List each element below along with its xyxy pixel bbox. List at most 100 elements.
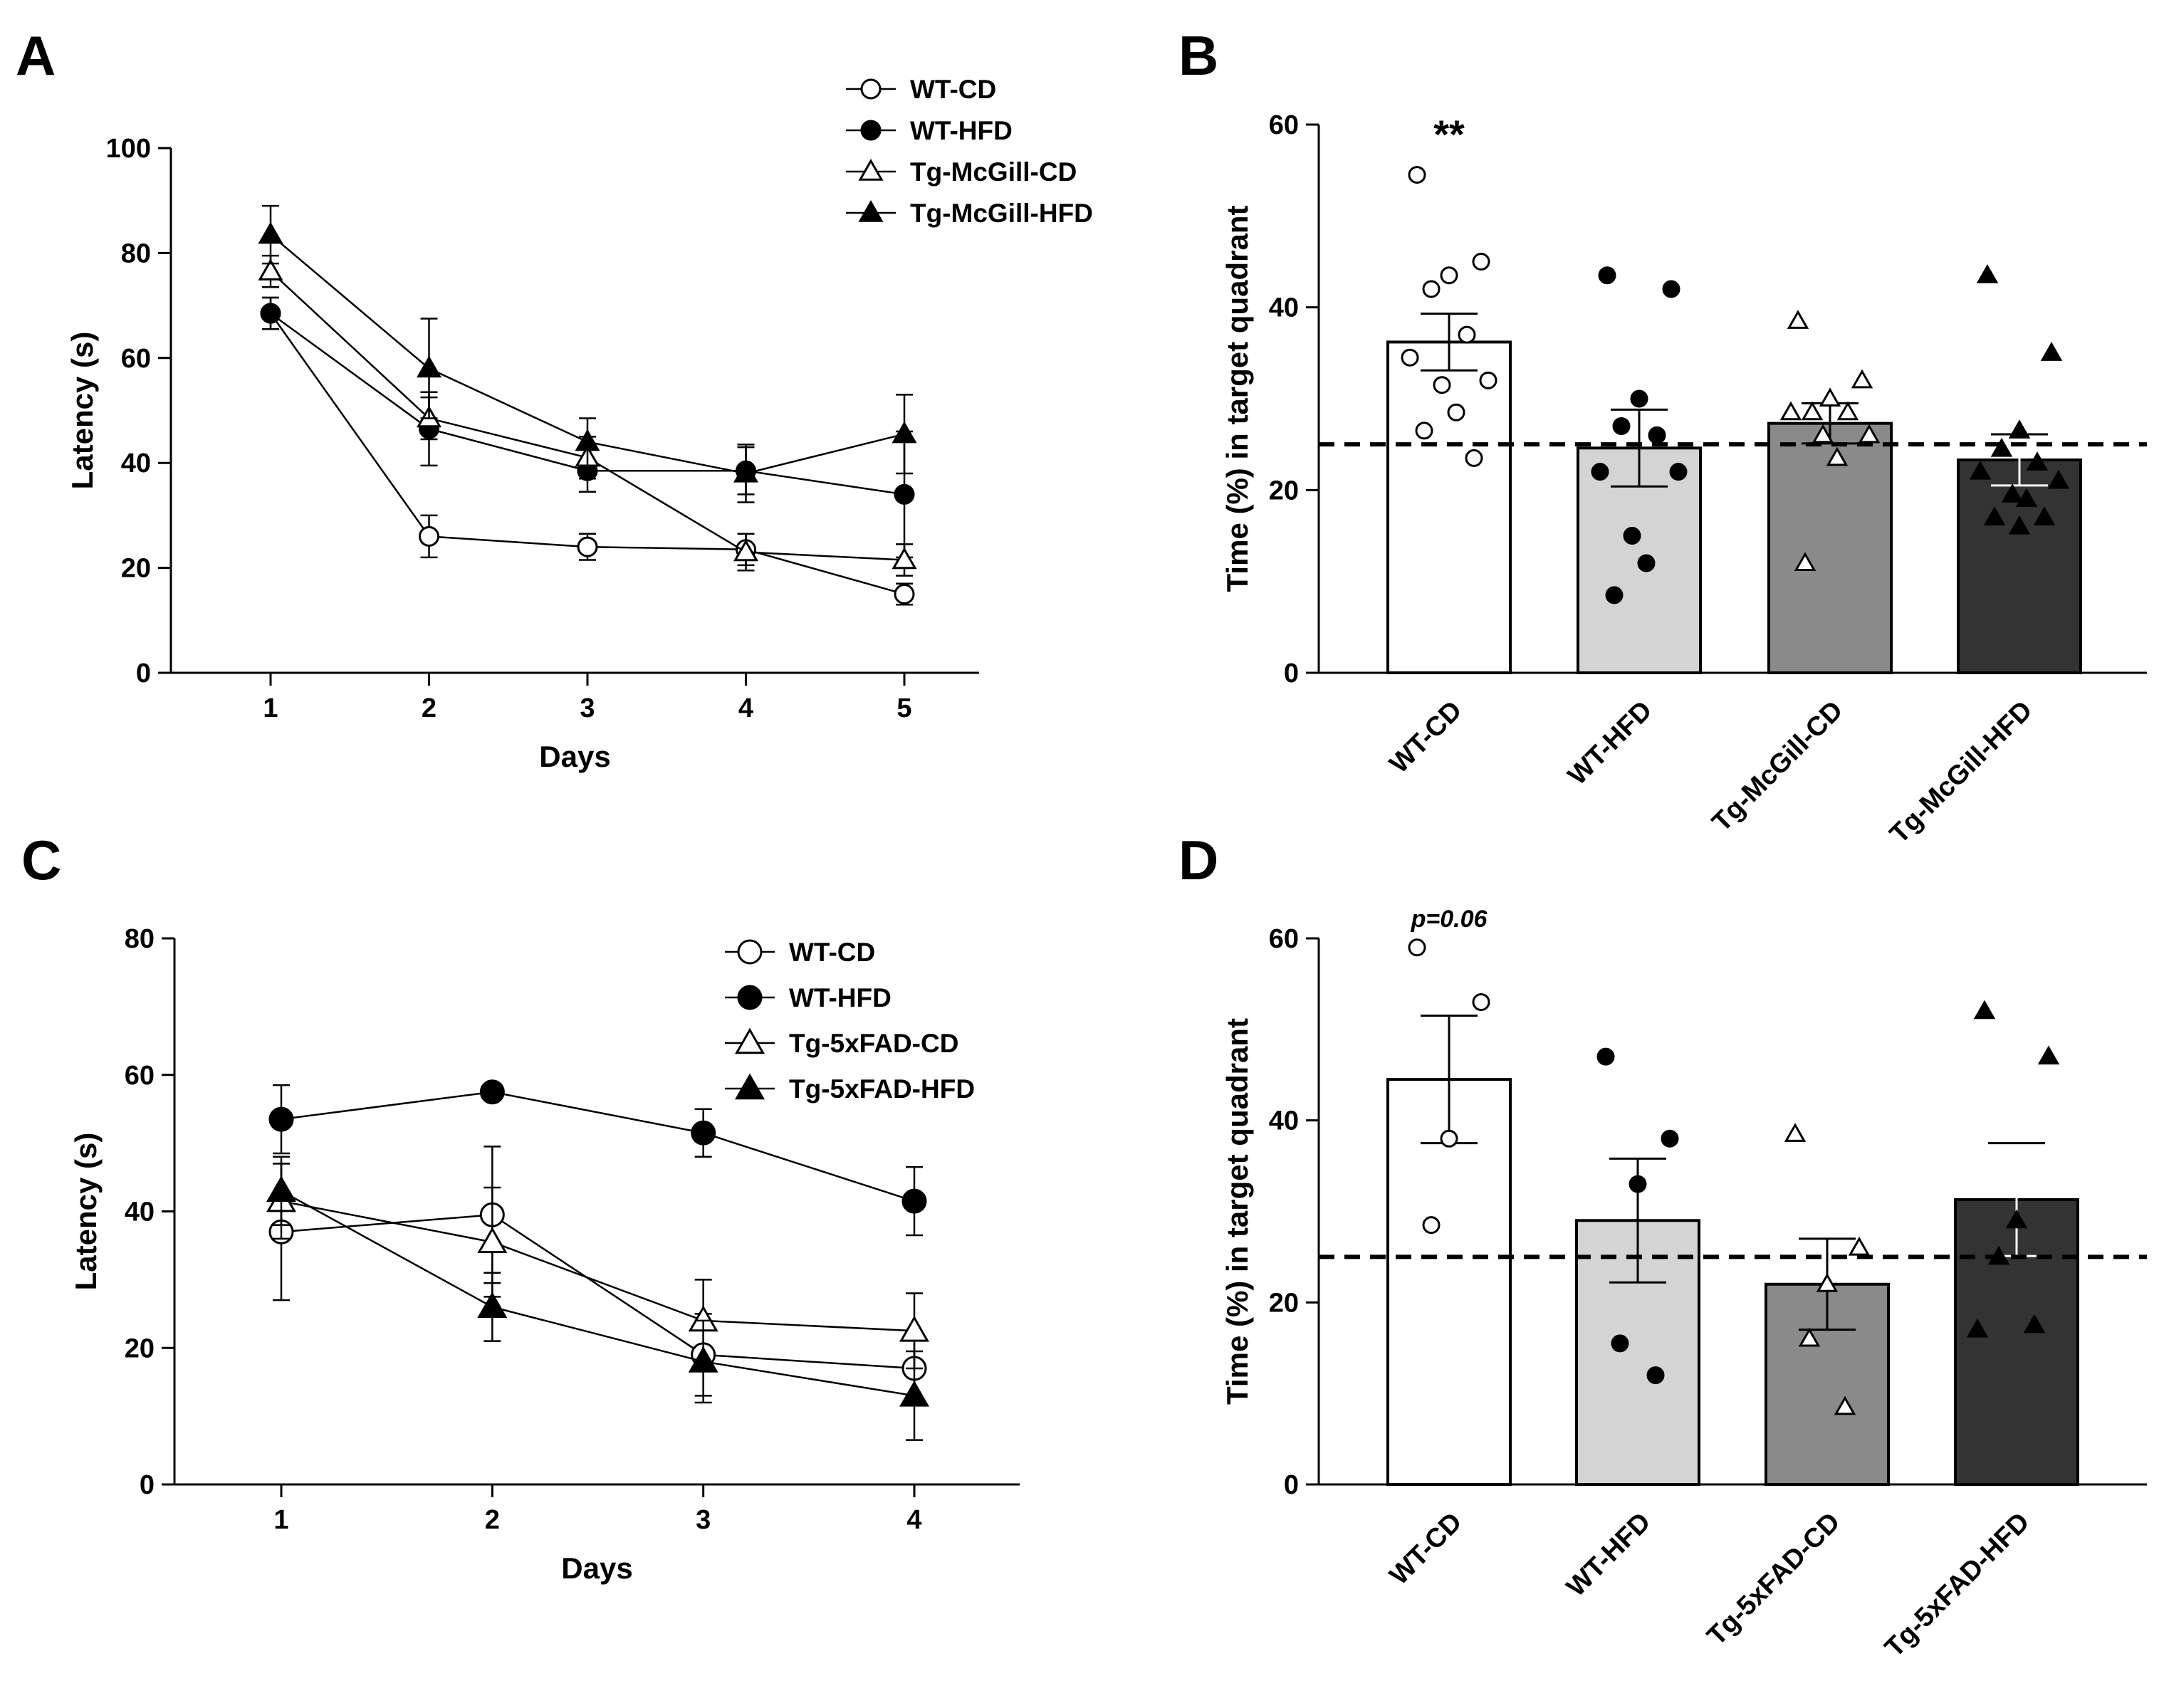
bar-group-tg-5xfad-cd: Tg-5xFAD-CD — [1702, 1123, 1890, 1652]
y-tick-label: 20 — [125, 1334, 155, 1363]
individual-point — [1826, 446, 1849, 466]
individual-point — [1458, 325, 1476, 344]
individual-point — [1669, 463, 1688, 481]
series-line — [281, 1214, 915, 1370]
individual-point — [1969, 460, 1992, 480]
series-tg-5xfad-hfd — [266, 1156, 929, 1441]
legend-label: Tg-5xFAD-HFD — [789, 1074, 975, 1104]
y-tick-label: 0 — [1284, 1470, 1299, 1500]
panel-label-c: C — [21, 829, 61, 891]
series-line — [281, 1190, 915, 1397]
individual-point — [2005, 1209, 2028, 1229]
x-tick-label: 1 — [273, 1505, 288, 1535]
y-tick-label: 80 — [121, 239, 151, 268]
individual-point — [2033, 506, 2056, 525]
individual-point — [1629, 1175, 1647, 1193]
x-category-label: WT-CD — [1384, 1507, 1468, 1591]
individual-point — [2047, 469, 2070, 489]
individual-point — [2015, 488, 2038, 508]
individual-point — [1784, 1123, 1807, 1142]
individual-point — [1447, 403, 1465, 421]
data-point — [733, 539, 759, 562]
y-tick-label: 20 — [1269, 476, 1299, 505]
data-point — [268, 1106, 294, 1132]
individual-point — [2008, 419, 2031, 439]
individual-point — [1591, 463, 1609, 481]
y-axis-title: Time (%) in target quadrant — [1220, 1018, 1254, 1405]
data-point — [901, 1188, 927, 1214]
data-point — [479, 1079, 505, 1105]
x-tick-label: 2 — [485, 1505, 500, 1535]
bar-group-wt-cd: WT-CD — [1384, 166, 1512, 779]
individual-point — [1836, 401, 1859, 421]
legend: WT-CD WT-HFD Tg-5xFAD-CD Tg-5xFAD-HFD — [725, 938, 975, 1104]
individual-point — [1798, 1327, 1821, 1347]
bar — [1957, 458, 2082, 674]
individual-point — [1787, 310, 1809, 329]
panel-b-bar-chart: 0 20 40 60 Time (%) in target quadrant WT-CD W… — [1220, 110, 2147, 849]
individual-point — [2008, 515, 2031, 535]
x-category-label: Tg-McGill-HFD — [1884, 696, 2038, 849]
data-point — [899, 1315, 929, 1342]
legend-marker — [735, 1073, 765, 1100]
legend-label: WT-CD — [910, 75, 996, 104]
legend-marker — [860, 120, 882, 141]
individual-point — [1816, 1273, 1839, 1292]
data-point — [575, 429, 600, 451]
data-point — [691, 1120, 716, 1146]
legend-label: Tg-McGill-HFD — [910, 199, 1093, 228]
y-tick-label: 60 — [121, 344, 151, 374]
individual-point — [2026, 451, 2049, 471]
legend-label: WT-HFD — [789, 983, 892, 1012]
individual-point — [1465, 449, 1483, 467]
individual-point — [1848, 1236, 1871, 1256]
series-wt-cd — [268, 1146, 927, 1404]
individual-point — [1819, 387, 1841, 407]
y-tick-label: 40 — [125, 1198, 155, 1227]
x-category-label: WT-HFD — [1561, 1507, 1656, 1603]
data-point — [266, 1175, 296, 1203]
panel-c-line-chart: 0 20 40 60 80 1 2 3 4 Days Latency (s) WT-CD WT-HFD T… — [69, 924, 1020, 1585]
y-tick-label: 0 — [140, 1470, 155, 1500]
data-point — [260, 303, 281, 324]
significance-annotation: p=0.06 — [1411, 906, 1488, 933]
data-point — [477, 1227, 508, 1253]
panel-d-bar-chart: 0 20 40 60 Time (%) in target quadrant WT-CD W… — [1220, 906, 2147, 1663]
x-category-label: WT-HFD — [1562, 696, 1658, 791]
data-point — [577, 536, 598, 557]
individual-point — [1990, 437, 2013, 457]
individual-point — [2001, 483, 2024, 503]
x-tick-label: 1 — [263, 693, 278, 723]
y-tick-label: 40 — [121, 449, 151, 478]
individual-point — [1415, 421, 1433, 440]
individual-point — [1440, 1129, 1458, 1148]
individual-point — [1976, 264, 1999, 283]
individual-point — [1851, 369, 1873, 389]
individual-point — [1623, 527, 1641, 545]
y-tick-label: 100 — [106, 134, 151, 164]
legend-label: Tg-5xFAD-CD — [789, 1029, 958, 1058]
individual-point — [1596, 1047, 1615, 1066]
data-point — [892, 547, 917, 570]
legend-label: Tg-McGill-CD — [910, 157, 1077, 187]
x-axis-title: Days — [539, 740, 610, 773]
x-tick-label: 3 — [696, 1505, 711, 1535]
individual-point — [1479, 371, 1497, 389]
y-axis-title: Time (%) in target quadrant — [1220, 206, 1254, 592]
y-tick-label: 80 — [125, 924, 155, 954]
x-axis-title: Days — [561, 1551, 632, 1585]
x-tick-label: 3 — [580, 693, 595, 723]
individual-point — [1408, 166, 1426, 184]
bar — [1386, 340, 1512, 674]
individual-point — [1661, 1129, 1679, 1148]
individual-point — [1662, 280, 1680, 298]
bar-group-wt-hfd: WT-HFD — [1562, 266, 1702, 791]
individual-point — [1966, 1319, 1989, 1338]
x-category-label: Tg-5xFAD-HFD — [1879, 1507, 2035, 1663]
individual-point — [1611, 1334, 1629, 1353]
individual-point — [1794, 552, 1816, 571]
y-tick-label: 0 — [1284, 659, 1299, 688]
x-category-label: Tg-5xFAD-CD — [1702, 1507, 1846, 1652]
data-point — [416, 355, 442, 378]
individual-point — [1472, 253, 1490, 271]
